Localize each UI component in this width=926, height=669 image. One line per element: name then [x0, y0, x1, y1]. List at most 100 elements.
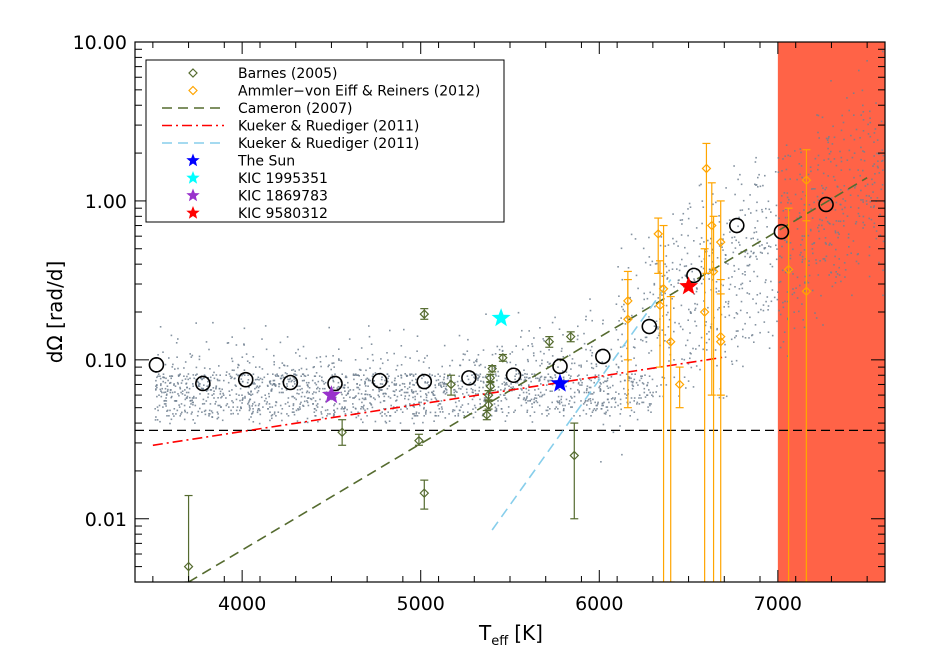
cloud-point	[358, 388, 361, 391]
cloud-point	[585, 389, 588, 392]
cloud-point	[817, 131, 819, 134]
cloud-point	[231, 360, 234, 363]
cloud-point	[763, 321, 766, 323]
cloud-point	[732, 251, 735, 254]
cloud-point	[624, 323, 627, 325]
cloud-point	[352, 374, 355, 376]
cloud-point	[480, 380, 482, 382]
cloud-point	[626, 401, 628, 404]
cloud-point	[279, 404, 282, 407]
cloud-point	[426, 400, 429, 402]
cloud-point	[606, 409, 609, 412]
cloud-point	[862, 130, 865, 132]
cloud-point	[778, 217, 780, 219]
cloud-point	[656, 385, 658, 387]
cloud-point	[855, 221, 858, 223]
cloud-point	[358, 398, 361, 401]
cloud-point	[579, 378, 581, 380]
cloud-point	[836, 273, 839, 275]
cloud-point	[817, 114, 820, 117]
cloud-point	[741, 287, 744, 290]
cloud-point	[172, 363, 174, 366]
cloud-point	[437, 404, 439, 407]
cloud-point	[190, 413, 193, 415]
cloud-point	[506, 383, 508, 386]
cloud-point	[488, 375, 490, 377]
cloud-point	[412, 374, 415, 376]
cloud-point	[171, 366, 174, 368]
cloud-point	[334, 403, 336, 405]
cloud-point	[437, 415, 440, 417]
cloud-point	[278, 385, 280, 388]
cloud-point	[681, 258, 683, 261]
cloud-point	[585, 413, 588, 415]
cloud-point	[432, 390, 435, 392]
cloud-point	[258, 408, 260, 410]
cloud-point	[187, 373, 190, 375]
cloud-point	[367, 378, 370, 381]
cloud-point	[241, 402, 243, 404]
cloud-point	[385, 415, 388, 417]
cloud-point	[364, 390, 367, 392]
cloud-point	[853, 138, 856, 141]
cloud-point	[379, 383, 382, 385]
cloud-point	[192, 383, 194, 385]
cloud-point	[238, 374, 240, 376]
cloud-point	[223, 379, 225, 382]
cloud-point	[707, 239, 709, 242]
cloud-point	[825, 137, 828, 140]
cloud-point	[622, 308, 624, 311]
cloud-point	[369, 394, 371, 396]
cloud-point	[521, 389, 523, 391]
cloud-point	[158, 404, 161, 407]
cloud-point	[415, 412, 417, 415]
cloud-point	[520, 336, 522, 338]
cloud-point	[183, 404, 186, 407]
cloud-point	[561, 347, 563, 350]
cloud-point	[556, 400, 558, 403]
cloud-point	[850, 252, 852, 254]
cloud-point	[247, 391, 249, 394]
cloud-point	[461, 404, 464, 406]
cloud-point	[231, 376, 233, 379]
cloud-point	[565, 385, 567, 388]
cloud-point	[357, 392, 360, 395]
cloud-point	[299, 385, 301, 387]
cloud-point	[307, 397, 310, 399]
cloud-point	[687, 217, 690, 220]
cloud-point	[274, 404, 277, 407]
cloud-point	[409, 383, 411, 385]
cloud-point	[873, 205, 875, 207]
cloud-point	[409, 374, 411, 376]
cloud-point	[291, 411, 294, 413]
cloud-point	[866, 203, 868, 205]
cloud-point	[438, 384, 440, 386]
cloud-point	[444, 393, 447, 395]
cloud-point	[504, 377, 507, 380]
cloud-point	[796, 217, 798, 220]
cloud-point	[337, 385, 340, 388]
diamond-point	[665, 336, 676, 347]
cloud-point	[844, 200, 847, 202]
cloud-point	[524, 373, 526, 375]
cloud-point	[779, 280, 782, 283]
cloud-point	[358, 368, 361, 371]
cloud-point	[300, 367, 303, 370]
binned-circle-point	[818, 196, 834, 213]
cloud-point	[209, 403, 212, 405]
cloud-point	[367, 379, 370, 382]
cloud-point	[382, 392, 385, 395]
cloud-point	[270, 415, 273, 417]
cloud-point	[573, 415, 575, 417]
diamond-point	[487, 363, 497, 374]
cloud-point	[640, 397, 642, 399]
cloud-point	[655, 391, 657, 393]
cloud-point	[345, 376, 348, 379]
cloud-point	[762, 309, 765, 312]
cloud-point	[318, 387, 321, 390]
cloud-point	[862, 227, 864, 229]
cloud-point	[412, 396, 414, 399]
cloud-point	[494, 373, 497, 375]
cloud-point	[825, 186, 828, 189]
cloud-point	[475, 360, 478, 363]
